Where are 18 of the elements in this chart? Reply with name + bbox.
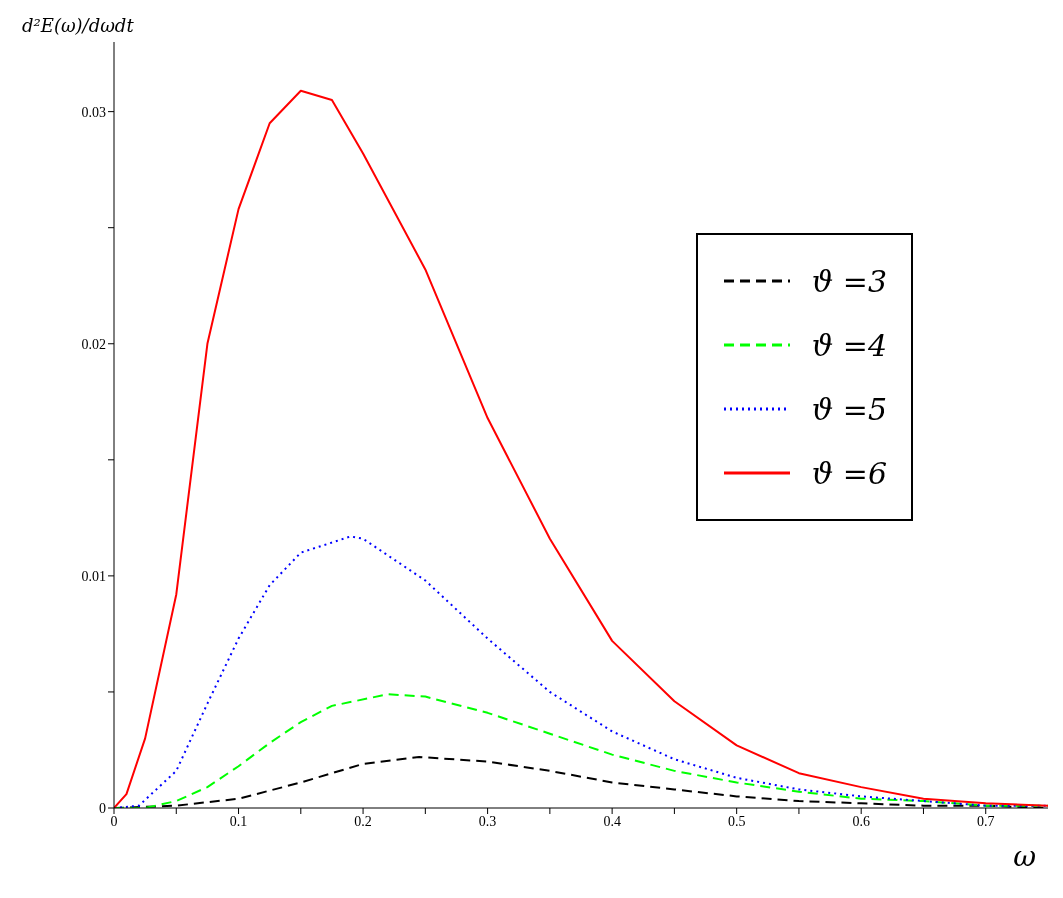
x-tick-label: 0.1	[229, 813, 248, 829]
y-tick-label: 0.03	[81, 104, 106, 120]
y-tick-label: 0	[99, 800, 106, 816]
x-tick-label: 0.7	[976, 813, 995, 829]
legend-label: ϑ =6	[811, 455, 887, 491]
y-tick-label: 0.01	[81, 568, 106, 584]
x-tick-label: 0.2	[354, 813, 372, 829]
legend-label: ϑ =3	[811, 263, 887, 299]
x-axis-title: ω	[1013, 840, 1037, 873]
x-tick-label: 0.3	[478, 813, 497, 829]
x-tick-label: 0	[110, 813, 118, 829]
y-axis-title: d²E(ω)/dωdt	[22, 15, 135, 36]
legend-label: ϑ =5	[811, 391, 887, 427]
x-tick-label: 0.6	[852, 813, 870, 829]
legend-label: ϑ =4	[811, 327, 887, 363]
y-tick-label: 0.02	[81, 336, 106, 352]
x-tick-label: 0.4	[603, 813, 621, 829]
x-tick-label: 0.5	[727, 813, 746, 829]
